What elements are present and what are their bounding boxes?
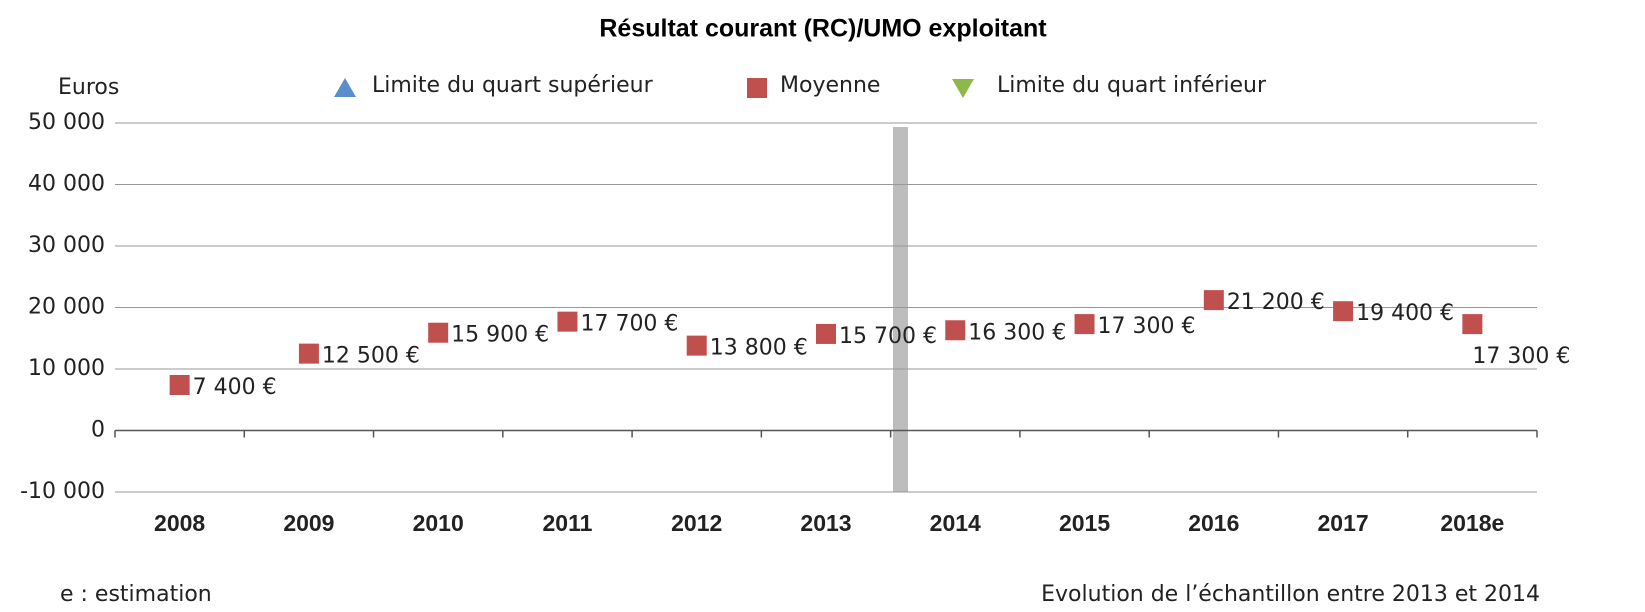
data-point bbox=[298, 343, 319, 364]
legend-label: Limite du quart supérieur bbox=[372, 73, 654, 98]
data-point bbox=[557, 311, 578, 332]
data-point bbox=[1333, 301, 1354, 322]
legend-marker bbox=[334, 78, 356, 97]
data-label: 17 300 € bbox=[1472, 344, 1570, 369]
data-point bbox=[1074, 314, 1095, 335]
legend-marker bbox=[952, 79, 974, 98]
x-tick-label: 2017 bbox=[1318, 510, 1369, 536]
sample-change-bar bbox=[893, 127, 908, 492]
x-tick-label: 2014 bbox=[930, 510, 981, 536]
data-label: 7 400 € bbox=[193, 375, 277, 400]
data-point bbox=[169, 374, 190, 395]
x-tick-label: 2009 bbox=[283, 510, 334, 536]
data-point bbox=[1462, 314, 1483, 335]
legend-marker bbox=[747, 78, 767, 98]
x-tick-label: 2018e bbox=[1440, 510, 1504, 536]
data-point bbox=[1203, 290, 1224, 311]
legend-label: Moyenne bbox=[780, 73, 880, 98]
y-tick-label: 10 000 bbox=[28, 356, 105, 381]
data-label: 17 700 € bbox=[580, 312, 678, 337]
data-label: 15 900 € bbox=[451, 323, 549, 348]
y-axis-label: Euros bbox=[58, 75, 119, 100]
y-tick-label: 20 000 bbox=[28, 295, 105, 320]
x-tick-label: 2010 bbox=[413, 510, 464, 536]
x-tick-label: 2013 bbox=[800, 510, 851, 536]
data-label: 21 200 € bbox=[1227, 290, 1325, 315]
y-tick-label: 40 000 bbox=[28, 172, 105, 197]
y-tick-label: -10 000 bbox=[20, 479, 105, 504]
x-tick-label: 2011 bbox=[543, 510, 593, 536]
data-point bbox=[945, 320, 966, 341]
data-label: 16 300 € bbox=[968, 320, 1066, 345]
data-label: 13 800 € bbox=[710, 336, 808, 361]
x-tick-label: 2015 bbox=[1059, 510, 1110, 536]
legend-label: Limite du quart inférieur bbox=[997, 73, 1267, 98]
data-label: 15 700 € bbox=[839, 324, 937, 349]
data-label: 19 400 € bbox=[1356, 301, 1454, 326]
y-tick-label: 50 000 bbox=[28, 110, 105, 135]
data-point bbox=[428, 322, 449, 343]
chart-title: Résultat courant (RC)/UMO exploitant bbox=[599, 15, 1047, 43]
footnote: Evolution de l’échantillon entre 2013 et… bbox=[1041, 582, 1540, 607]
x-tick-label: 2012 bbox=[671, 510, 722, 536]
data-point bbox=[816, 323, 836, 344]
x-tick-label: 2016 bbox=[1188, 510, 1239, 536]
y-tick-label: 0 bbox=[91, 418, 105, 443]
data-point bbox=[686, 335, 707, 356]
data-label: 17 300 € bbox=[1098, 314, 1196, 339]
x-tick-label: 2008 bbox=[154, 510, 205, 536]
footnote: e : estimation bbox=[60, 582, 212, 607]
y-tick-label: 30 000 bbox=[28, 233, 105, 258]
data-label: 12 500 € bbox=[322, 344, 420, 369]
